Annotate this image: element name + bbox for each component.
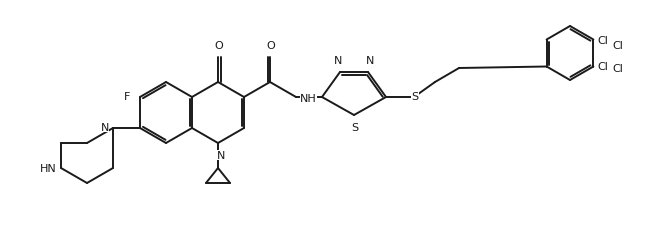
Text: N: N xyxy=(217,150,225,160)
Text: Cl: Cl xyxy=(612,64,623,74)
Text: S: S xyxy=(411,92,418,102)
Text: O: O xyxy=(267,41,275,51)
Text: S: S xyxy=(351,122,358,132)
Text: F: F xyxy=(123,92,130,102)
Text: N: N xyxy=(366,56,374,66)
Text: HN: HN xyxy=(40,163,57,173)
Text: O: O xyxy=(214,41,223,51)
Text: Cl: Cl xyxy=(597,62,609,72)
Text: NH: NH xyxy=(300,94,317,103)
Text: Cl: Cl xyxy=(612,41,623,51)
Text: N: N xyxy=(334,56,342,66)
Text: N: N xyxy=(100,122,109,132)
Text: Cl: Cl xyxy=(597,35,609,45)
